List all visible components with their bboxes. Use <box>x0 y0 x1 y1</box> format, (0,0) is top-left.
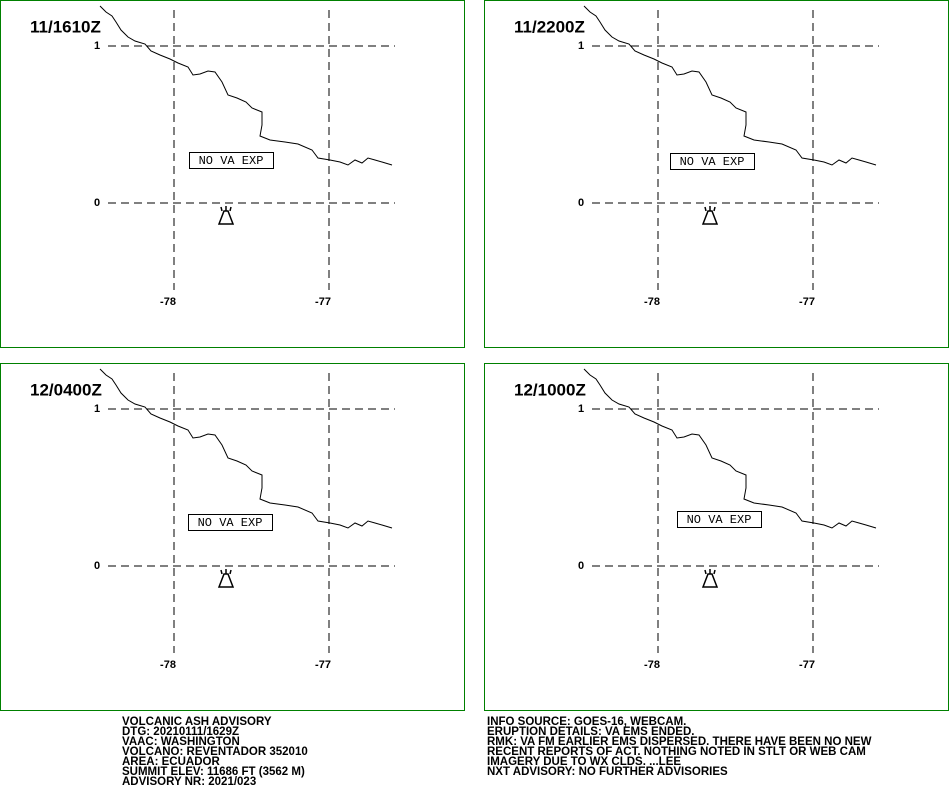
lon-label: -77 <box>799 296 815 308</box>
label-box <box>189 152 274 169</box>
coastline <box>583 368 877 529</box>
lat-label: 0 <box>578 197 584 209</box>
lat-label: 1 <box>578 40 584 52</box>
lat-label: 0 <box>94 197 100 209</box>
label-box <box>188 514 273 531</box>
advisory-line: RMK: VA FM EARLIER EMS DISPERSED. THERE … <box>487 736 872 748</box>
lon-label: -78 <box>644 296 660 308</box>
advisory-line: ERUPTION DETAILS: VA EMS ENDED. <box>487 726 694 738</box>
panel-time: 12/1000Z <box>514 380 586 399</box>
map-panel: 11/2200Z 1 0 -78 -77 NO VA EXP <box>484 0 949 348</box>
label-text: NO VA EXP <box>687 513 752 527</box>
map-panel: 11/1610Z 1 0 -78 -77 NO VA EXP <box>0 0 465 348</box>
lon-label: -78 <box>160 659 176 671</box>
lon-label: -78 <box>644 659 660 671</box>
advisory-line: VOLCANO: REVENTADOR 352010 <box>122 746 308 758</box>
coastline <box>99 5 393 166</box>
lon-label: -77 <box>799 659 815 671</box>
panel-time: 11/2200Z <box>514 17 585 36</box>
lon-label: -77 <box>315 659 331 671</box>
label-box <box>677 511 762 528</box>
label-box <box>670 153 755 170</box>
advisory-line: NXT ADVISORY: NO FURTHER ADVISORIES <box>487 766 728 778</box>
panel-border <box>0 363 465 711</box>
lat-label: 1 <box>94 40 100 52</box>
advisory-line: ADVISORY NR: 2021/023 <box>122 776 256 788</box>
lon-label: -77 <box>315 296 331 308</box>
label-text: NO VA EXP <box>199 154 264 168</box>
advisory-line: IMAGERY DUE TO WX CLDS. ...LEE <box>487 756 681 768</box>
lon-label: -78 <box>160 296 176 308</box>
advisory-line: RECENT REPORTS OF ACT. NOTHING NOTED IN … <box>487 746 866 758</box>
lat-label: 1 <box>578 403 584 415</box>
panel-time: 11/1610Z <box>30 17 101 36</box>
volcano-symbol <box>702 205 718 225</box>
advisory-line: DTG: 20210111/1629Z <box>122 726 239 738</box>
panel-time: 12/0400Z <box>30 380 102 399</box>
advisory-line: SUMMIT ELEV: 11686 FT (3562 M) <box>122 766 305 778</box>
volcano-symbol <box>218 568 234 588</box>
label-text: NO VA EXP <box>680 155 745 169</box>
advisory-line: VAAC: WASHINGTON <box>122 736 240 748</box>
map-panel: 12/1000Z 1 0 -78 -77 NO VA EXP <box>484 363 949 711</box>
coastline <box>583 5 877 166</box>
advisory-line: INFO SOURCE: GOES-16, WEBCAM. <box>487 716 686 728</box>
coastline <box>99 368 393 529</box>
lat-label: 1 <box>94 403 100 415</box>
advisory-line: VOLCANIC ASH ADVISORY <box>122 716 272 728</box>
panel-border <box>0 0 465 348</box>
map-panel: 12/0400Z 1 0 -78 -77 NO VA EXP <box>0 363 465 711</box>
panel-border <box>484 0 949 348</box>
panel-border <box>484 363 949 711</box>
label-text: NO VA EXP <box>198 516 263 530</box>
lat-label: 0 <box>94 560 100 572</box>
advisory-line: AREA: ECUADOR <box>122 756 220 768</box>
lat-label: 0 <box>578 560 584 572</box>
volcano-symbol <box>218 205 234 225</box>
volcano-symbol <box>702 568 718 588</box>
